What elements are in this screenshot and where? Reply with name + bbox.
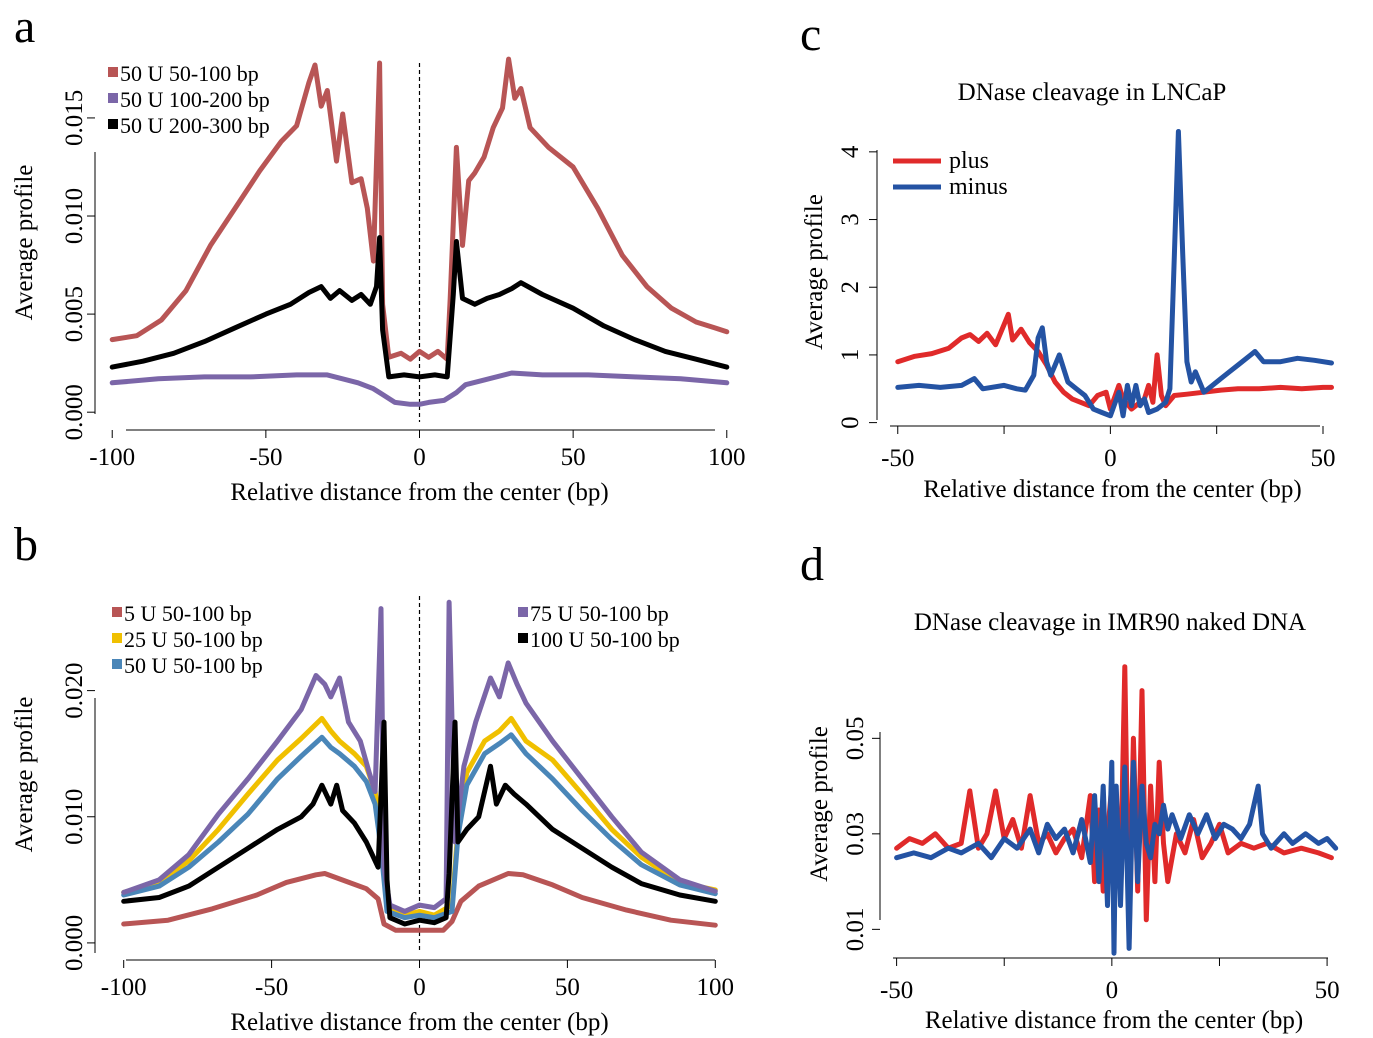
y-tick-label: 0.000 [61,915,88,971]
panel-d: d DNase cleavage in IMR90 naked DNA -50 0 50… [800,538,1340,1034]
series-line-0 [895,311,1334,412]
x-tick-label: -50 [880,977,913,1004]
x-tick-label: 50 [1315,977,1340,1004]
x-tick-label: 0 [413,444,426,471]
series-line-1 [895,129,1334,419]
x-tick-label: 0 [413,974,426,1001]
y-tick-label: 0.020 [61,662,88,718]
x-tick-label: 100 [697,974,735,1001]
series-line-1 [894,759,1339,956]
y-tick-label: 3 [837,213,864,226]
legend-label: 5 U 50-100 bp [124,601,252,626]
legend-swatch [108,119,118,129]
y-tick-label: 0.010 [61,188,88,244]
legend-label: 50 U 50-100 bp [124,653,263,678]
y-axis-label: Average profile [801,194,828,350]
legend-swatch [518,607,528,617]
y-tick-label: 0.010 [61,789,88,845]
x-tick-label: -50 [881,445,914,472]
series-line-2 [121,732,718,921]
chart-title: DNase cleavage in LNCaP [958,79,1227,106]
x-axis-label: Relative distance from the center (bp) [230,479,608,506]
legend-swatch [108,67,118,77]
series-line-4 [121,719,718,927]
y-tick-label: 0.000 [61,384,88,440]
y-tick-label: 0.015 [61,90,88,146]
x-tick-label: 50 [561,444,586,471]
legend-label: 75 U 50-100 bp [530,601,669,626]
legend-swatch [112,659,122,669]
y-axis-label: Average profile [11,165,38,321]
legend-swatch [518,633,528,643]
x-tick-label: 50 [1310,445,1335,472]
legend-swatch [112,633,122,643]
panel-a: a -100 -50 0 50 100 Relative distance from the… [11,0,746,506]
legend-label: 50 U 100-200 bp [120,87,270,112]
x-tick-label: 50 [555,974,580,1001]
x-tick-label: 0 [1104,445,1117,472]
x-tick-label: -100 [89,444,135,471]
x-axis-label: Relative distance from the center (bp) [925,1007,1303,1034]
series-line-1 [109,370,730,407]
x-tick-label: -50 [249,444,282,471]
panel-letter: c [800,8,821,61]
x-tick-label: 0 [1106,977,1119,1004]
y-axis-label: Average profile [806,726,833,882]
y-tick-label: 0.05 [842,716,869,760]
y-tick-label: 4 [837,145,864,158]
legend-swatch [112,607,122,617]
x-axis-label: Relative distance from the center (bp) [923,476,1301,503]
chart-title: DNase cleavage in IMR90 naked DNA [914,609,1306,636]
y-tick-label: 0 [837,416,864,429]
y-tick-label: 2 [837,281,864,294]
x-tick-label: -100 [101,974,147,1001]
x-tick-label: 100 [708,444,746,471]
legend-label: 100 U 50-100 bp [530,627,680,652]
y-tick-label: 0.005 [61,286,88,342]
y-tick-label: 1 [837,349,864,362]
y-tick-label: 0.03 [842,812,869,856]
series-line-0 [121,871,718,933]
legend-swatch [108,93,118,103]
legend-label: 50 U 200-300 bp [120,113,270,138]
panel-letter: d [800,538,824,591]
legend-label: plus [949,148,989,174]
series-line-0 [109,56,730,362]
panel-b: b -100 -50 0 50 100 Relative distance from the… [11,518,734,1036]
x-axis-label: Relative distance from the center (bp) [230,1009,608,1036]
series-line-2 [109,235,730,380]
panel-c: c DNase cleavage in LNCaP -50 0 50 Relative d… [800,8,1335,503]
legend-label: 25 U 50-100 bp [124,627,263,652]
panel-letter: a [14,0,35,53]
legend-label: minus [949,174,1008,200]
y-axis-label: Average profile [11,697,38,853]
legend-label: 50 U 50-100 bp [120,61,259,86]
panel-letter: b [14,518,38,571]
y-tick-label: 0.01 [842,907,869,951]
x-tick-label: -50 [255,974,288,1001]
series-line-3 [121,599,718,914]
